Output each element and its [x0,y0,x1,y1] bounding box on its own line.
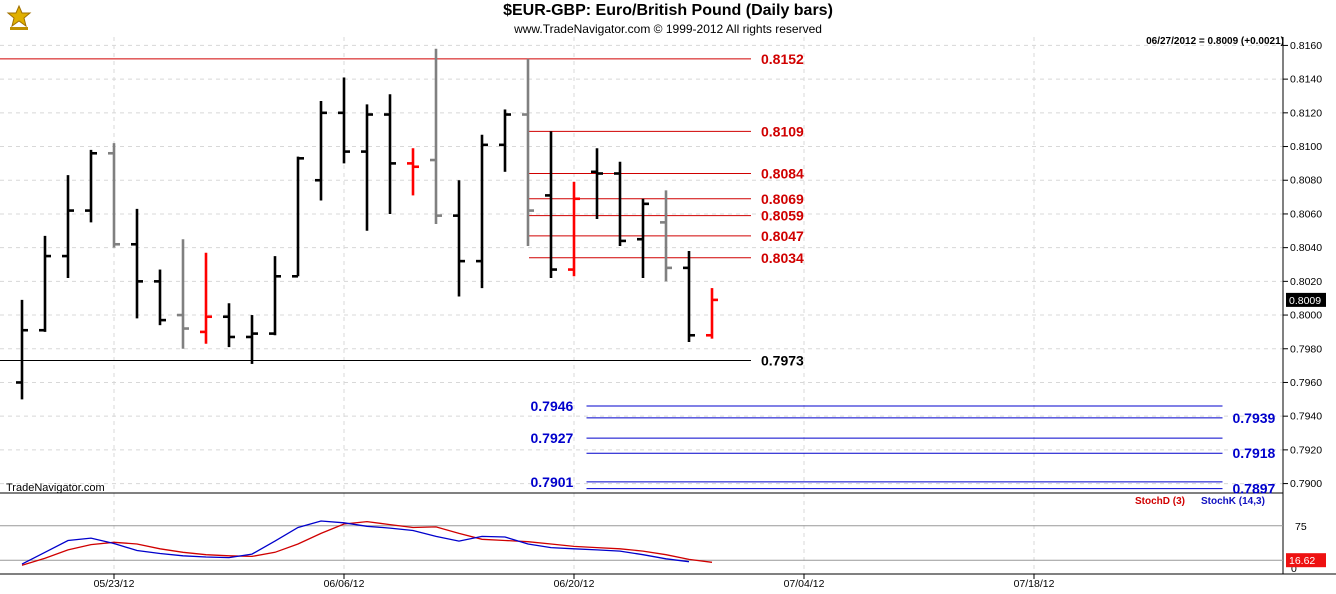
stoch-d-line [21,520,713,566]
ohlc-bar [223,303,235,348]
price-tick-label: 0.8120 [1290,107,1322,119]
ohlc-bar [246,315,258,364]
price-tick-label: 0.8020 [1290,276,1322,288]
ohlc-bar [499,109,511,172]
ohlc-bar [522,58,534,246]
ohlc-bar [637,198,649,278]
price-tick-label: 0.7920 [1290,444,1322,456]
ohlc-bar [338,77,350,164]
last-price-label: 0.8009 [1289,295,1321,307]
price-tick-label: 0.8060 [1290,208,1322,220]
ohlc-bar [108,143,120,248]
ohlc-bar [292,156,304,278]
level-label-0.7946: 0.7946 [531,398,574,414]
stoch-d-label: StochD (3) [1135,496,1185,507]
stoch-tick-label: 0 [1291,563,1297,575]
grid-lines [0,37,1283,574]
level-label-0.8059: 0.8059 [761,208,804,224]
price-tick-label: 0.8080 [1290,175,1322,187]
level-label-0.7918: 0.7918 [1233,445,1276,461]
ohlc-bar [200,252,212,344]
ohlc-bar [361,104,373,231]
stoch-k-label: StochK (14,3) [1201,496,1265,507]
ohlc-bars [16,48,718,400]
ohlc-bar [39,235,51,332]
ohlc-bar [453,180,465,297]
price-tick-label: 0.7940 [1290,411,1322,423]
ohlc-bar [85,149,97,223]
level-label-0.7939: 0.7939 [1233,410,1276,426]
ohlc-bar [315,101,327,201]
price-tick-label: 0.8040 [1290,242,1322,254]
ohlc-bar [591,148,603,219]
trade-navigator-logo-icon [6,4,32,30]
ohlc-bar [614,161,626,246]
chart-title: $EUR-GBP: Euro/British Pound (Daily bars… [503,2,833,19]
stoch-tick-label: 75 [1295,521,1307,533]
date-tick-label: 06/06/12 [324,578,365,590]
level-label-0.8152: 0.8152 [761,51,804,67]
ohlc-bar [430,48,442,225]
date-tick-label: 06/20/12 [554,578,595,590]
level-label-0.7897: 0.7897 [1233,481,1276,497]
level-label-0.8084: 0.8084 [761,166,804,182]
stoch-k-line [21,520,690,565]
watermark-text: TradeNavigator.com [6,482,105,494]
stoch-last-label: 16.62 [1289,555,1315,567]
price-readout: 06/27/2012 = 0.8009 (+0.0021) [1146,36,1284,47]
ohlc-bar [683,251,695,343]
ohlc-bar [16,299,28,400]
ohlc-bar [476,134,488,289]
level-label-0.8109: 0.8109 [761,123,804,139]
date-tick-label: 07/18/12 [1014,578,1055,590]
level-label-0.7901: 0.7901 [531,474,574,490]
stochastic-panel: 75 016.62 [0,520,1326,575]
date-tick-label: 07/04/12 [784,578,825,590]
ohlc-bar [154,269,166,326]
level-label-0.8047: 0.8047 [761,228,804,244]
ohlc-bar [706,288,718,339]
ohlc-bar [62,175,74,278]
price-tick-label: 0.8000 [1290,310,1322,322]
price-tick-label: 0.8100 [1290,141,1322,153]
price-tick-label: 0.7900 [1290,478,1322,490]
last-price-marker [1286,292,1326,307]
price-tick-label: 0.8140 [1290,74,1322,86]
ohlc-bar [568,181,580,277]
date-axis: 05/23/12 06/06/12 06/20/12 07/04/12 07/18/12 [94,574,1055,590]
level-label-0.8069: 0.8069 [761,191,804,207]
price-tick-label: 0.8160 [1290,40,1322,52]
ohlc-bar [131,208,143,319]
price-tick-label: 0.7980 [1290,343,1322,355]
price-axis: 0.8160 0.8140 0.8120 0.8100 0.8080 0.8060 0.80… [0,37,1336,575]
level-label-0.7927: 0.7927 [531,430,574,446]
stoch-last-marker [1286,553,1326,568]
ohlc-bar [177,239,189,349]
date-tick-label: 05/23/12 [94,578,135,590]
ohlc-bar [269,256,281,336]
level-label-0.7973: 0.7973 [761,353,804,369]
level-label-0.8034: 0.8034 [761,250,804,266]
chart-subtitle: www.TradeNavigator.com © 1999-2012 All r… [514,22,822,36]
ohlc-bar [384,94,396,214]
ohlc-bar [545,131,557,278]
ohlc-bar [407,148,419,196]
ohlc-bar [660,190,672,282]
price-tick-label: 0.7960 [1290,377,1322,389]
